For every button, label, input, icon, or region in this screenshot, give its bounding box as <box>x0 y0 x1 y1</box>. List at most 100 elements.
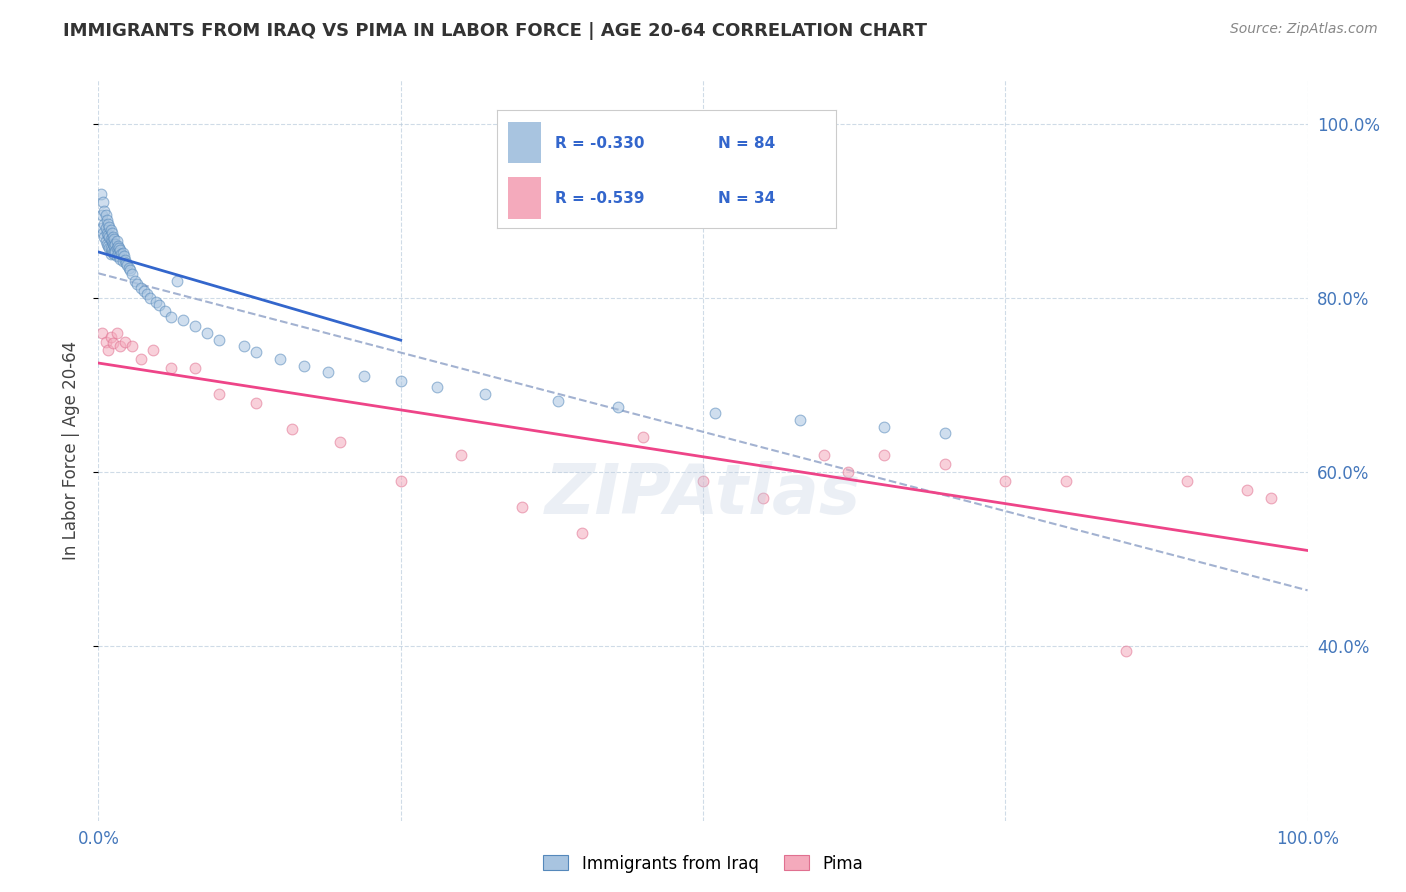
Point <box>94 235 117 249</box>
Point <box>93 230 115 244</box>
Point <box>1260 491 1282 506</box>
Point <box>90 186 112 201</box>
Point <box>474 387 496 401</box>
Point <box>105 240 128 254</box>
Point <box>91 326 114 340</box>
Point <box>100 226 122 240</box>
Point <box>873 420 896 434</box>
Point <box>115 256 138 270</box>
Point <box>100 223 122 237</box>
Point <box>93 203 115 218</box>
Point <box>94 221 117 235</box>
Point <box>114 252 136 267</box>
Point <box>105 235 128 249</box>
Point <box>1175 474 1198 488</box>
Point <box>108 240 131 254</box>
Point <box>245 395 267 409</box>
Point <box>104 244 127 258</box>
Point <box>316 365 339 379</box>
Point <box>813 448 835 462</box>
Point <box>139 291 162 305</box>
Point <box>195 326 218 340</box>
Point <box>117 258 139 272</box>
Point <box>100 232 122 246</box>
Point <box>100 330 122 344</box>
Point <box>100 247 122 261</box>
Point <box>281 422 304 436</box>
Point <box>103 239 125 253</box>
Text: IMMIGRANTS FROM IRAQ VS PIMA IN LABOR FORCE | AGE 20-64 CORRELATION CHART: IMMIGRANTS FROM IRAQ VS PIMA IN LABOR FO… <box>63 22 928 40</box>
Point <box>118 263 141 277</box>
Point <box>108 249 131 263</box>
Point <box>107 239 129 253</box>
Point <box>108 243 131 257</box>
Point <box>93 217 115 231</box>
Point <box>98 230 121 244</box>
Point <box>692 474 714 488</box>
Point <box>837 465 859 479</box>
Point <box>108 339 131 353</box>
Point <box>148 298 170 312</box>
Point <box>631 430 654 444</box>
Point <box>103 247 125 261</box>
Point <box>111 254 134 268</box>
Point <box>100 240 122 254</box>
Point <box>96 237 118 252</box>
Point <box>103 232 125 246</box>
Point <box>101 230 124 244</box>
Point <box>121 267 143 281</box>
Point <box>105 249 128 263</box>
Point <box>96 212 118 227</box>
Y-axis label: In Labor Force | Age 20-64: In Labor Force | Age 20-64 <box>62 341 80 560</box>
Point <box>184 360 207 375</box>
Point <box>184 318 207 333</box>
Point <box>1236 483 1258 497</box>
Point <box>607 400 630 414</box>
Point <box>166 274 188 288</box>
Point <box>269 351 291 366</box>
Point <box>934 457 956 471</box>
Point <box>292 359 315 373</box>
Point <box>704 406 727 420</box>
Point <box>111 245 134 260</box>
Point <box>994 474 1017 488</box>
Point <box>100 235 122 249</box>
Point <box>389 474 412 488</box>
Point <box>426 380 449 394</box>
Point <box>135 286 157 301</box>
Point <box>97 239 120 253</box>
Text: Source: ZipAtlas.com: Source: ZipAtlas.com <box>1230 22 1378 37</box>
Point <box>110 247 132 261</box>
Point <box>245 345 267 359</box>
Point <box>101 336 124 351</box>
Point <box>232 339 254 353</box>
Point <box>98 219 121 234</box>
Point <box>127 277 149 291</box>
Point <box>98 240 121 254</box>
Point <box>160 360 183 375</box>
Point <box>510 500 533 514</box>
Point <box>129 351 152 366</box>
Point <box>118 260 141 275</box>
Point <box>94 334 117 349</box>
Point <box>91 195 114 210</box>
Point <box>96 226 118 240</box>
Point <box>1054 474 1077 488</box>
Point <box>105 326 128 340</box>
Point <box>752 491 775 506</box>
Point <box>134 284 156 298</box>
Point <box>97 217 120 231</box>
Point <box>97 343 120 358</box>
Point <box>91 221 114 235</box>
Point <box>160 310 183 325</box>
Point <box>94 208 117 222</box>
Text: ZIPAtlas: ZIPAtlas <box>546 461 860 528</box>
Point <box>101 245 124 260</box>
Point <box>329 434 352 449</box>
Point <box>100 243 122 257</box>
Point <box>153 304 176 318</box>
Point <box>208 333 231 347</box>
Point <box>107 245 129 260</box>
Point <box>114 334 136 349</box>
Point <box>129 280 152 294</box>
